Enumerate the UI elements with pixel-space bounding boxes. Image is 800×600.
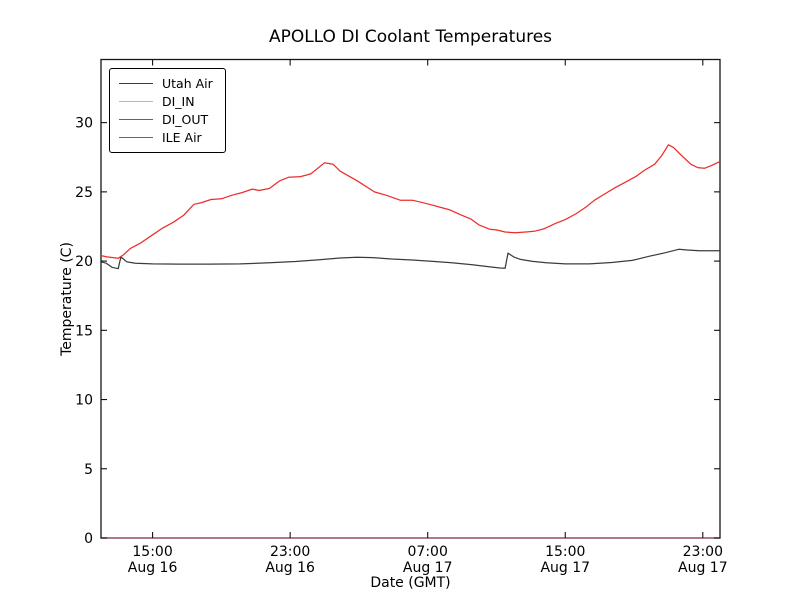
x-axis-label: Date (GMT) <box>370 575 451 591</box>
legend-label: ILE Air <box>162 129 202 145</box>
series-line-ile-air <box>100 144 721 259</box>
legend-item-ile-air: ILE Air <box>119 130 213 145</box>
y-tick-label: 20 <box>75 254 93 270</box>
utah-air-line-swatch <box>119 83 153 84</box>
chart-title: APOLLO DI Coolant Temperatures <box>268 27 553 47</box>
y-tick-label: 25 <box>75 185 93 201</box>
x-tick-label-time: 23:00 <box>270 544 310 560</box>
legend-label: DI_OUT <box>162 111 209 127</box>
x-tick-label-date: Aug 17 <box>540 560 590 576</box>
series-line-utah-air <box>100 248 720 270</box>
legend-item-utah-air: Utah Air <box>119 76 213 91</box>
ile-air-line-swatch <box>119 137 153 138</box>
x-tick-label-date: Aug 16 <box>265 560 315 576</box>
y-tick-label: 5 <box>84 462 93 478</box>
legend-label: Utah Air <box>162 75 213 91</box>
y-tick-label: 30 <box>75 116 93 132</box>
y-tick-label: 0 <box>84 531 93 547</box>
x-tick-label-time: 15:00 <box>132 544 172 560</box>
y-tick-label: 10 <box>75 393 93 409</box>
di-out-line-swatch <box>119 119 153 120</box>
y-axis-label: Temperature (C) <box>59 242 75 356</box>
x-tick-label-date: Aug 16 <box>128 560 178 576</box>
x-tick-label-time: 23:00 <box>683 544 723 560</box>
x-tick-label-time: 15:00 <box>545 544 585 560</box>
x-tick-label-date: Aug 17 <box>678 560 728 576</box>
legend: Utah Air DI_IN DI_OUT ILE Air <box>109 68 226 153</box>
y-tick-label: 15 <box>75 323 93 339</box>
x-tick-label-time: 07:00 <box>408 544 448 560</box>
legend-label: DI_IN <box>162 93 195 109</box>
legend-item-di-in: DI_IN <box>119 94 213 109</box>
legend-item-di-out: DI_OUT <box>119 112 213 127</box>
x-tick-label-date: Aug 17 <box>403 560 453 576</box>
di-in-line-swatch <box>119 101 153 102</box>
